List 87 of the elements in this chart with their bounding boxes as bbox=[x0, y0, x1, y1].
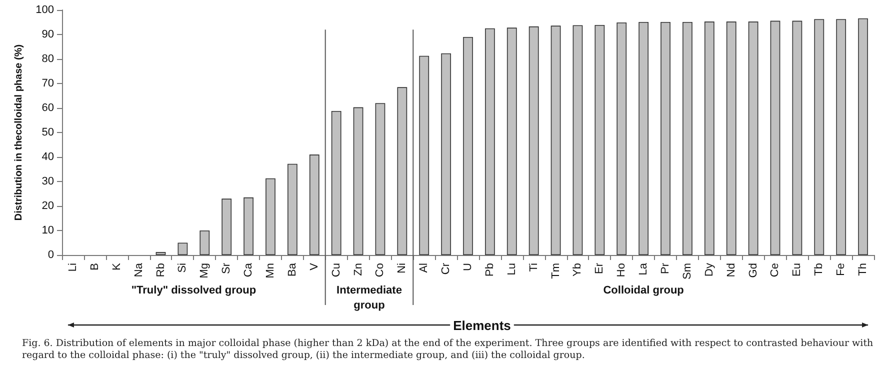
y-tick-label: 40 bbox=[42, 151, 54, 163]
x-tick-label: Pr bbox=[660, 262, 672, 274]
text: Intermediate group bbox=[336, 284, 402, 312]
x-tick-label: V bbox=[308, 262, 320, 270]
y-tick-label: 60 bbox=[42, 102, 54, 114]
bar bbox=[792, 20, 802, 255]
y-tick-label: 100 bbox=[36, 4, 54, 16]
x-tick-label: U bbox=[462, 262, 474, 271]
bar bbox=[726, 22, 736, 255]
bar bbox=[638, 22, 649, 255]
y-tick-label: 50 bbox=[42, 126, 54, 138]
x-tick-label: Sm bbox=[681, 263, 694, 280]
x-tick-label: Eu bbox=[791, 263, 804, 276]
y-axis-title: Distribution in thecolloidal phase (%) bbox=[14, 44, 24, 221]
y-tick-label: 20 bbox=[42, 200, 54, 212]
bar bbox=[660, 22, 670, 255]
x-tick-label: Dy bbox=[703, 262, 716, 276]
x-tick-label: B bbox=[88, 263, 101, 270]
y-tick-label: 30 bbox=[42, 176, 54, 188]
bar bbox=[616, 22, 627, 255]
bar bbox=[419, 56, 430, 255]
y-tick-label: 80 bbox=[42, 53, 54, 65]
x-tick-label: La bbox=[638, 262, 650, 276]
bar bbox=[309, 154, 320, 255]
x-tick-label: Li bbox=[66, 263, 79, 272]
y-tick-label: 0 bbox=[48, 249, 54, 261]
x-tick-label: Ni bbox=[396, 263, 408, 274]
x-tick-label: Ho bbox=[616, 263, 628, 278]
bar bbox=[814, 19, 824, 255]
bar bbox=[200, 230, 210, 255]
y-tick-label: 70 bbox=[42, 78, 54, 90]
bar bbox=[682, 22, 692, 255]
x-tick-label: Co bbox=[374, 263, 386, 278]
bar bbox=[222, 198, 232, 255]
bar bbox=[704, 22, 714, 255]
bar bbox=[178, 242, 188, 255]
x-tick-label: Cr bbox=[440, 262, 452, 275]
x-tick-label: Er bbox=[594, 262, 606, 274]
bar bbox=[572, 25, 583, 255]
x-tick-label: Si bbox=[176, 263, 189, 273]
bar bbox=[397, 87, 408, 255]
bar bbox=[266, 178, 276, 255]
x-tick-label: Yb bbox=[572, 263, 584, 276]
bar bbox=[594, 24, 605, 255]
x-tick-label: Ba bbox=[286, 262, 298, 276]
bar bbox=[156, 252, 166, 255]
x-tick-label: Lu bbox=[506, 263, 518, 276]
x-tick-label: Th bbox=[857, 263, 870, 276]
x-tick-label: Cu bbox=[330, 263, 342, 278]
x-axis-title: Elements bbox=[453, 318, 511, 333]
bar bbox=[244, 197, 254, 255]
x-tick-label: Tm bbox=[550, 263, 562, 279]
x-tick-label: Ti bbox=[528, 263, 540, 272]
bar bbox=[441, 53, 451, 255]
y-tick-label: 90 bbox=[42, 28, 54, 40]
bar bbox=[506, 28, 517, 255]
caption: Fig. 6. Distribution of elements in major colloidal phase (higher than 2 kDa) at the end of the experiment. Three groups are identified with respect to contrasted behaviour with regard to the colloidal phase: (i) the "truly" dissolved group, (ii) the intermediate group, and (iii) the colloidal group. bbox=[22, 338, 874, 362]
x-tick-label: K bbox=[110, 262, 123, 270]
x-tick-label: Ce bbox=[769, 263, 782, 278]
x-tick-label: Pb bbox=[484, 263, 496, 276]
bar bbox=[287, 164, 298, 255]
x-tick-label: Zn bbox=[352, 263, 364, 276]
x-tick-label: Mn bbox=[264, 263, 276, 278]
x-tick-label: Rb bbox=[154, 263, 167, 278]
x-tick-label: Gd bbox=[747, 263, 760, 278]
bar bbox=[528, 26, 539, 255]
text: Colloidal group bbox=[603, 284, 684, 296]
x-tick-label: Sr bbox=[220, 262, 233, 274]
x-tick-label: Al bbox=[418, 263, 430, 273]
x-tick-label: Fe bbox=[835, 263, 848, 276]
bar bbox=[375, 103, 386, 255]
bar bbox=[353, 107, 364, 255]
y-tick-label: 10 bbox=[42, 224, 54, 236]
x-tick-label: Nd bbox=[725, 263, 738, 278]
bar bbox=[748, 22, 758, 255]
bar bbox=[770, 20, 780, 255]
bar bbox=[331, 110, 342, 255]
bar bbox=[463, 36, 473, 255]
x-tick-label: Ca bbox=[242, 262, 255, 278]
x-tick-label: Mg bbox=[198, 263, 211, 278]
bar bbox=[485, 28, 495, 255]
bar bbox=[858, 18, 868, 255]
bar bbox=[836, 19, 846, 255]
x-tick-label: Na bbox=[132, 262, 145, 278]
text: "Truly" dissolved group bbox=[131, 284, 256, 296]
bar bbox=[550, 26, 561, 255]
x-tick-label: Tb bbox=[813, 263, 826, 276]
